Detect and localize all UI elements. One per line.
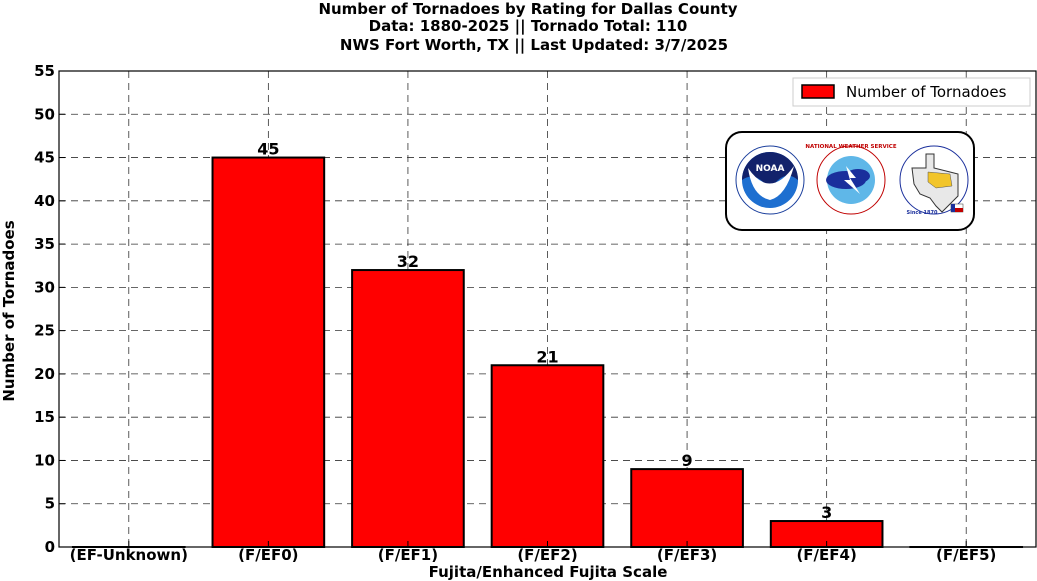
x-tick-label: (F/EF2) bbox=[517, 546, 577, 564]
x-tick-label: (F/EF0) bbox=[238, 546, 298, 564]
bar-f-ef2 bbox=[490, 364, 605, 548]
x-tick-label: (F/EF5) bbox=[936, 546, 996, 564]
x-tick-label: (F/EF3) bbox=[657, 546, 717, 564]
y-tick-label: 40 bbox=[34, 192, 55, 210]
bar-value-label: 32 bbox=[397, 252, 419, 271]
agency-logos: NOAA NATIONAL WEATHER SERVICE Since 1870 bbox=[725, 131, 975, 231]
bar-value-label: 21 bbox=[536, 347, 558, 366]
nws-logo-text: NATIONAL WEATHER SERVICE bbox=[805, 144, 896, 150]
y-axis-ticks: 0 5 10 15 20 25 30 35 40 45 50 55 bbox=[34, 62, 65, 556]
bar-f-ef1 bbox=[351, 269, 465, 548]
y-tick-label: 5 bbox=[45, 495, 55, 513]
texas-logo: Since 1870 bbox=[899, 145, 969, 216]
y-tick-label: 25 bbox=[34, 322, 55, 340]
bar-value-label: 45 bbox=[257, 140, 279, 159]
x-tick-label: (F/EF4) bbox=[796, 546, 856, 564]
x-axis-label: Fujita/Enhanced Fujita Scale bbox=[429, 563, 668, 581]
bar-f-ef3 bbox=[630, 468, 744, 549]
bar-value-label: 9 bbox=[682, 451, 693, 470]
legend-swatch bbox=[801, 84, 835, 99]
nws-logo: NATIONAL WEATHER SERVICE bbox=[805, 144, 897, 215]
chart-title-line-3: NWS Fort Worth, TX || Last Updated: 3/7/… bbox=[340, 36, 728, 55]
texas-logo-since-text: Since 1870 bbox=[907, 210, 938, 216]
y-tick-label: 15 bbox=[34, 408, 55, 426]
x-tick-label: (EF-Unknown) bbox=[70, 546, 188, 564]
bars bbox=[71, 156, 1024, 549]
y-tick-label: 45 bbox=[34, 149, 55, 167]
y-tick-label: 20 bbox=[34, 365, 55, 383]
y-tick-label: 50 bbox=[34, 105, 55, 123]
noaa-logo: NOAA bbox=[735, 145, 805, 215]
y-tick-label: 30 bbox=[34, 278, 55, 296]
chart-title-line-1: Number of Tornadoes by Rating for Dallas… bbox=[318, 0, 737, 18]
y-tick-label: 0 bbox=[45, 538, 55, 556]
y-axis-label: Number of Tornadoes bbox=[0, 220, 18, 401]
x-axis-ticks: (EF-Unknown) (F/EF0) (F/EF1) (F/EF2) (F/EF3)… bbox=[70, 541, 996, 564]
x-tick-label: (F/EF1) bbox=[378, 546, 438, 564]
bar-value-label: 3 bbox=[821, 503, 832, 522]
y-tick-label: 35 bbox=[34, 235, 55, 253]
chart-title-line-2: Data: 1880-2025 || Tornado Total: 110 bbox=[369, 17, 688, 36]
noaa-logo-text: NOAA bbox=[756, 164, 785, 174]
bar-f-ef0 bbox=[211, 156, 326, 549]
bar-value-labels: 45 32 21 9 3 bbox=[257, 140, 832, 522]
y-tick-label: 55 bbox=[34, 62, 55, 80]
y-tick-label: 10 bbox=[34, 451, 55, 469]
legend: Number of Tornadoes bbox=[792, 77, 1031, 107]
legend-label: Number of Tornadoes bbox=[846, 83, 1007, 101]
